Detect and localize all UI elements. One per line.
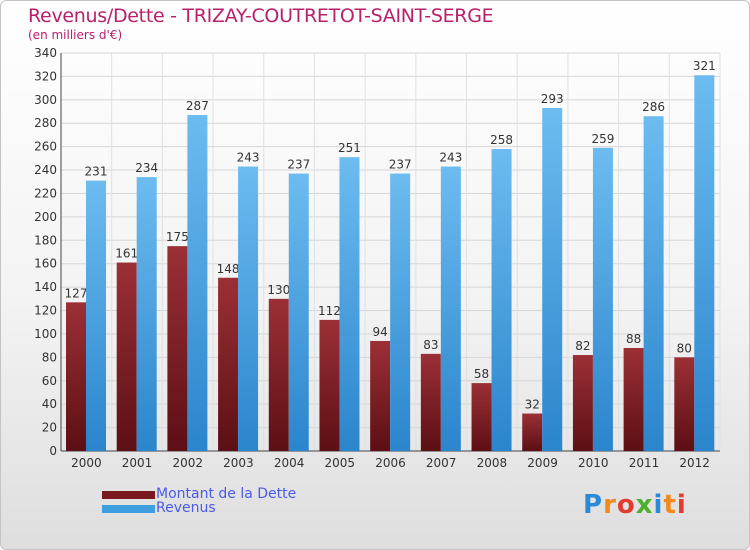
- y-tick-label: 40: [42, 397, 57, 411]
- y-tick-label: 0: [49, 444, 57, 458]
- logo-letter: i: [676, 490, 687, 520]
- x-tick-label: 2003: [223, 456, 254, 470]
- bar-revenus: [390, 173, 411, 451]
- logo-letter: r: [603, 490, 617, 520]
- bar-revenus: [592, 147, 613, 452]
- logo-letter: o: [616, 490, 636, 520]
- y-tick-label: 280: [34, 116, 57, 130]
- data-label-revenus: 237: [287, 158, 310, 172]
- data-label-dette: 148: [217, 262, 240, 276]
- y-tick-label: 80: [42, 350, 57, 364]
- data-label-revenus: 293: [541, 92, 564, 106]
- legend-label-dette: Montant de la Dette: [156, 486, 297, 502]
- data-label-revenus: 243: [237, 151, 260, 165]
- data-label-revenus: 243: [439, 151, 462, 165]
- data-label-dette: 88: [626, 332, 641, 346]
- bar-revenus: [694, 75, 715, 451]
- bar-revenus: [542, 108, 563, 452]
- data-label-dette: 83: [423, 338, 438, 352]
- logo-letter: x: [635, 490, 654, 520]
- x-tick-label: 2004: [274, 456, 305, 470]
- x-tick-label: 2010: [578, 456, 609, 470]
- x-tick-label: 2008: [477, 456, 508, 470]
- data-label-revenus: 237: [389, 158, 412, 172]
- bar-revenus: [86, 180, 106, 451]
- bar-dette: [116, 262, 137, 451]
- bar-dette: [572, 355, 593, 451]
- y-tick-label: 260: [34, 140, 57, 154]
- legend-label-revenus: Revenus: [156, 500, 216, 516]
- data-label-revenus: 259: [591, 132, 614, 146]
- bar-revenus: [238, 166, 259, 451]
- bar-dette: [66, 302, 86, 451]
- logo-letter: t: [663, 490, 677, 520]
- y-tick-label: 20: [42, 421, 57, 435]
- x-tick-label: 2001: [122, 456, 153, 470]
- logo-letter: i: [653, 490, 664, 520]
- x-tick-label: 2009: [527, 456, 558, 470]
- data-label-dette: 80: [677, 341, 692, 355]
- bar-dette: [167, 246, 188, 451]
- y-tick-label: 240: [34, 163, 57, 177]
- bar-dette: [420, 353, 441, 451]
- data-label-dette: 82: [575, 339, 590, 353]
- data-label-dette: 161: [115, 247, 138, 261]
- legend-swatch-dette: [102, 491, 155, 499]
- x-tick-label: 2011: [629, 456, 660, 470]
- x-tick-label: 2005: [325, 456, 356, 470]
- x-tick-label: 2007: [426, 456, 457, 470]
- x-tick-label: 2002: [172, 456, 203, 470]
- proxiti-logo: Proxiti: [583, 490, 687, 520]
- data-label-revenus: 231: [85, 165, 108, 179]
- bar-dette: [370, 340, 391, 451]
- data-label-revenus: 287: [186, 99, 209, 113]
- data-label-revenus: 321: [693, 59, 716, 73]
- y-tick-label: 120: [34, 304, 57, 318]
- data-label-dette: 94: [373, 325, 388, 339]
- y-tick-label: 140: [34, 280, 57, 294]
- data-label-dette: 127: [65, 286, 88, 300]
- data-label-dette: 175: [166, 230, 189, 244]
- chart-subtitle: (en milliers d'€): [28, 28, 123, 42]
- data-label-dette: 112: [318, 304, 341, 318]
- y-tick-label: 200: [34, 210, 57, 224]
- bar-dette: [623, 347, 644, 451]
- data-label-revenus: 258: [490, 133, 513, 147]
- bar-dette: [522, 413, 543, 451]
- chart-title: Revenus/Dette - TRIZAY-COUTRETOT-SAINT-S…: [28, 5, 494, 27]
- x-tick-label: 2012: [679, 456, 710, 470]
- data-label-dette: 32: [525, 398, 540, 412]
- x-tick-label: 2000: [71, 456, 102, 470]
- data-label-revenus: 251: [338, 141, 361, 155]
- data-label-revenus: 286: [642, 100, 665, 114]
- bar-revenus: [136, 177, 157, 452]
- y-tick-label: 340: [34, 46, 57, 60]
- y-tick-label: 220: [34, 186, 57, 200]
- x-tick-label: 2006: [375, 456, 406, 470]
- bar-revenus: [491, 148, 512, 452]
- data-label-dette: 58: [474, 367, 489, 381]
- y-tick-label: 60: [42, 374, 57, 388]
- data-label-revenus: 234: [135, 161, 158, 175]
- bar-revenus: [643, 116, 664, 451]
- bar-revenus: [288, 173, 309, 451]
- y-tick-label: 100: [34, 327, 57, 341]
- bar-dette: [319, 319, 340, 451]
- bar-dette: [218, 277, 239, 451]
- bar-revenus: [187, 115, 208, 452]
- y-tick-label: 180: [34, 233, 57, 247]
- data-label-dette: 130: [267, 283, 290, 297]
- bar-revenus: [440, 166, 461, 451]
- y-tick-label: 160: [34, 257, 57, 271]
- y-tick-label: 300: [34, 93, 57, 107]
- logo-letter: P: [583, 490, 604, 520]
- y-tick-label: 320: [34, 69, 57, 83]
- bar-dette: [471, 383, 492, 451]
- bar-dette: [674, 357, 695, 451]
- bar-revenus: [339, 157, 360, 451]
- legend-swatch-revenus: [102, 505, 155, 513]
- bar-dette: [268, 298, 289, 451]
